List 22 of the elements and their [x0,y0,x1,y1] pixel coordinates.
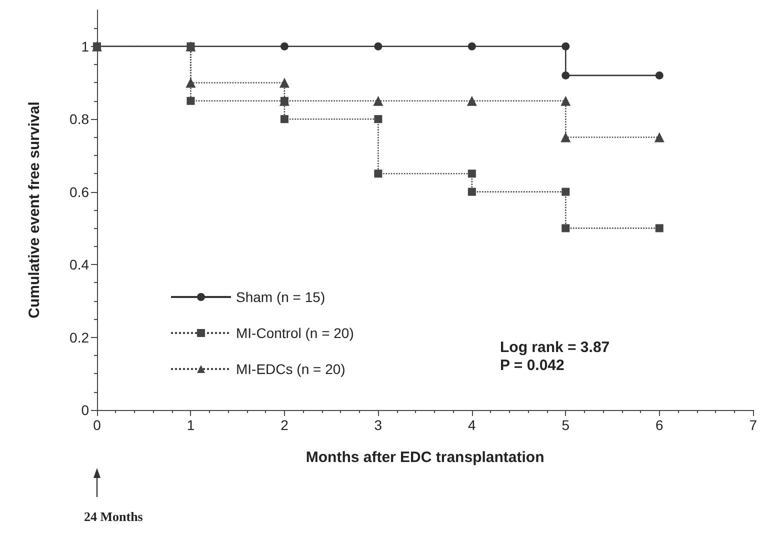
x-tick-label: 2 [280,417,289,433]
y-axis-title: Cumulative event free survival [26,102,43,318]
x-tick-label: 0 [93,417,102,433]
x-tick-label: 4 [468,417,476,433]
y-tick-label: 0.6 [70,184,90,200]
x-tick-label: 6 [655,417,664,433]
y-tick-label: 0 [81,402,90,418]
legend-label: Sham (n = 15) [236,289,326,305]
y-tick-label: 0.4 [70,256,90,273]
legend-label: MI-Control (n = 20) [236,325,354,341]
annotation: Log rank = 3.87 [500,339,610,356]
x-tick-label: 1 [186,417,195,433]
y-tick-label: 0.8 [70,111,90,128]
x-tick-label: 3 [374,417,382,433]
legend-label: MI-EDCs (n = 20) [236,361,346,377]
y-tick-label: 1 [81,38,90,54]
x-tick-label: 5 [562,417,570,433]
annotation: P = 0.042 [500,357,564,374]
x-axis-title: Months after EDC transplantation [306,449,544,466]
x-tick-label: 7 [749,417,758,433]
text: 24 Months [84,509,143,524]
y-tick-label: 0.2 [70,329,90,346]
